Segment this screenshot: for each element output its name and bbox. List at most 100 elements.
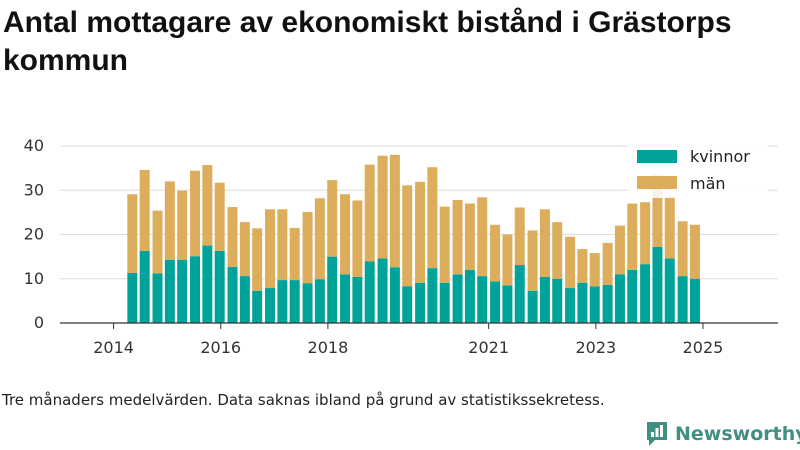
bar-kvinnor bbox=[514, 265, 525, 323]
bar-man bbox=[352, 200, 363, 277]
bar-man bbox=[552, 222, 563, 279]
bar-man bbox=[527, 230, 538, 291]
y-tick-label: 0 bbox=[34, 313, 44, 332]
x-tick-label: 2016 bbox=[200, 338, 241, 357]
bar-man bbox=[439, 206, 450, 283]
bar-man bbox=[640, 202, 651, 265]
bar-man bbox=[252, 228, 263, 291]
bar-man bbox=[164, 181, 175, 260]
bar-man bbox=[589, 253, 600, 287]
bar-kvinnor bbox=[402, 286, 413, 323]
bar-kvinnor bbox=[602, 284, 613, 323]
x-tick-label: 2023 bbox=[575, 338, 616, 357]
bar-man bbox=[490, 224, 501, 282]
bar-kvinnor bbox=[277, 280, 288, 323]
bar-man bbox=[227, 207, 238, 267]
bar-man bbox=[677, 221, 688, 277]
bar-man bbox=[427, 167, 438, 269]
bar-man bbox=[539, 209, 550, 277]
bar-man bbox=[389, 154, 400, 268]
bar-kvinnor bbox=[177, 259, 188, 323]
bar-man bbox=[614, 225, 625, 275]
bar-man bbox=[202, 165, 213, 246]
bar-man bbox=[514, 207, 525, 266]
bar-man bbox=[239, 222, 250, 277]
chart-title: Antal mottagare av ekonomiskt bistånd i … bbox=[3, 6, 732, 77]
bar-man bbox=[314, 198, 325, 280]
bar-kvinnor bbox=[127, 272, 138, 323]
bar-man bbox=[327, 180, 338, 257]
bar-stacks bbox=[127, 154, 700, 323]
bar-kvinnor bbox=[139, 250, 150, 323]
stacked-bar-chart: 0 10 20 30 40 2014 2016 2018 2021 2023 2025 kvinno… bbox=[24, 136, 778, 357]
bar-kvinnor bbox=[452, 274, 463, 323]
bar-kvinnor bbox=[314, 279, 325, 323]
bar-kvinnor bbox=[527, 290, 538, 323]
axes: 0 10 20 30 40 2014 2016 2018 2021 2023 2025 bbox=[24, 136, 778, 357]
newsworthy-logo-icon bbox=[647, 422, 667, 446]
bar-kvinnor bbox=[415, 282, 426, 323]
bar-man bbox=[602, 242, 613, 285]
bar-kvinnor bbox=[689, 278, 700, 323]
bar-man bbox=[502, 234, 513, 286]
bar-man bbox=[364, 164, 375, 262]
bar-kvinnor bbox=[640, 264, 651, 323]
legend-label-kvinnor: kvinnor bbox=[690, 147, 750, 166]
bar-kvinnor bbox=[152, 273, 163, 323]
x-tick-label: 2025 bbox=[683, 338, 724, 357]
bar-man bbox=[565, 236, 576, 289]
bar-man bbox=[265, 209, 276, 289]
bar-man bbox=[452, 199, 463, 275]
bar-kvinnor bbox=[214, 250, 225, 323]
bar-kvinnor bbox=[477, 276, 488, 323]
bar-kvinnor bbox=[652, 246, 663, 323]
brand-name: Newsworthy bbox=[675, 423, 800, 445]
bar-kvinnor bbox=[265, 288, 276, 323]
bar-man bbox=[577, 249, 588, 283]
x-tick-label: 2018 bbox=[308, 338, 349, 357]
legend: kvinnor män bbox=[628, 142, 768, 198]
bar-kvinnor bbox=[327, 256, 338, 323]
bar-kvinnor bbox=[565, 288, 576, 323]
bar-kvinnor bbox=[377, 258, 388, 323]
bar-man bbox=[277, 209, 288, 281]
bar-kvinnor bbox=[539, 276, 550, 323]
bar-kvinnor bbox=[202, 245, 213, 323]
bar-man bbox=[415, 181, 426, 283]
bar-kvinnor bbox=[502, 285, 513, 323]
bar-kvinnor bbox=[677, 276, 688, 323]
footnote: Tre månaders medelvärden. Data saknas ib… bbox=[2, 391, 605, 409]
bar-man bbox=[652, 174, 663, 247]
newsworthy-logo: Newsworthy bbox=[645, 420, 800, 448]
bar-kvinnor bbox=[552, 278, 563, 323]
legend-swatch-kvinnor bbox=[637, 150, 677, 163]
legend-swatch-man bbox=[637, 176, 677, 189]
bar-kvinnor bbox=[627, 269, 638, 323]
bar-kvinnor bbox=[439, 282, 450, 323]
bar-man bbox=[289, 227, 300, 281]
bar-kvinnor bbox=[577, 282, 588, 323]
bar-man bbox=[377, 155, 388, 259]
bar-man bbox=[214, 182, 225, 251]
bar-kvinnor bbox=[239, 276, 250, 323]
bar-kvinnor bbox=[252, 290, 263, 323]
bar-kvinnor bbox=[340, 274, 351, 323]
bar-kvinnor bbox=[227, 266, 238, 323]
bar-kvinnor bbox=[302, 283, 313, 323]
bar-kvinnor bbox=[589, 286, 600, 323]
bar-kvinnor bbox=[389, 267, 400, 323]
bar-kvinnor bbox=[490, 281, 501, 323]
bar-man bbox=[464, 203, 475, 270]
bar-man bbox=[190, 170, 201, 257]
bar-man bbox=[477, 197, 488, 277]
bar-kvinnor bbox=[289, 280, 300, 323]
bar-man bbox=[127, 194, 138, 273]
bar-kvinnor bbox=[664, 258, 675, 323]
bar-man bbox=[302, 211, 313, 284]
bar-man bbox=[664, 196, 675, 259]
bar-kvinnor bbox=[352, 276, 363, 323]
bar-man bbox=[627, 203, 638, 270]
bar-man bbox=[340, 194, 351, 275]
y-tick-label: 40 bbox=[24, 136, 44, 155]
bar-man bbox=[402, 185, 413, 287]
